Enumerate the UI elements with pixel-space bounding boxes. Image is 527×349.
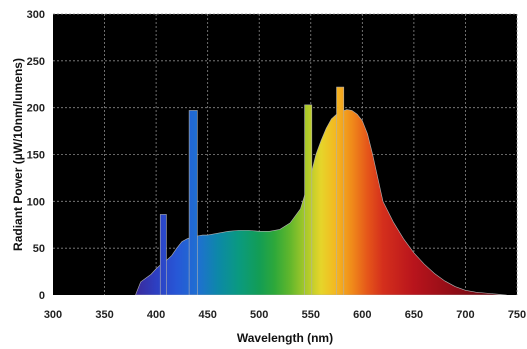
y-tick-label: 0 <box>39 290 45 302</box>
emission-line-bar <box>304 104 313 295</box>
x-tick-label: 500 <box>250 309 268 321</box>
x-tick-label: 650 <box>405 309 423 321</box>
x-tick-label: 600 <box>353 309 371 321</box>
y-axis-label: Radiant Power (µW/10nm/lumens) <box>11 58 25 251</box>
x-tick-label: 550 <box>302 309 320 321</box>
x-tick-label: 750 <box>508 309 526 321</box>
x-tick-label: 300 <box>44 309 62 321</box>
emission-line-bar <box>336 86 345 295</box>
y-tick-label: 300 <box>27 9 45 21</box>
y-tick-label: 50 <box>33 243 45 255</box>
emission-line-bar <box>188 110 198 295</box>
y-tick-label: 200 <box>27 103 45 115</box>
x-tick-label: 350 <box>95 309 113 321</box>
spectrum-area <box>135 109 507 295</box>
y-tick-label: 150 <box>27 150 45 162</box>
y-tick-label: 100 <box>27 196 45 208</box>
y-tick-labels: 0 50 100 150 200 250 300 <box>27 9 45 302</box>
x-axis-label: Wavelength (nm) <box>237 331 333 345</box>
x-tick-label: 450 <box>198 309 216 321</box>
spectrum-area-group <box>135 86 507 295</box>
x-tick-labels: 300 350 400 450 500 550 600 650 700 750 <box>44 309 526 321</box>
x-tick-label: 400 <box>147 309 165 321</box>
x-tick-label: 700 <box>456 309 474 321</box>
y-tick-label: 250 <box>27 56 45 68</box>
emission-line-bar <box>159 214 167 295</box>
